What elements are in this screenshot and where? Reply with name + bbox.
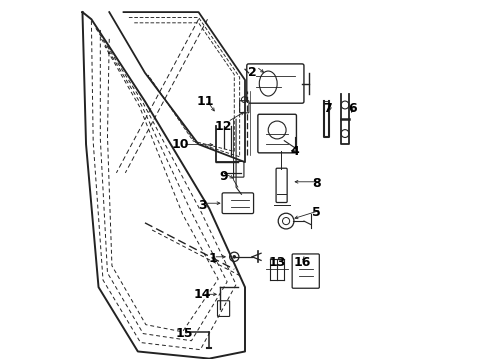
Text: 7: 7	[323, 102, 332, 115]
Text: 8: 8	[312, 177, 321, 190]
FancyBboxPatch shape	[234, 161, 244, 177]
Text: 5: 5	[312, 206, 321, 219]
FancyBboxPatch shape	[218, 301, 230, 316]
FancyBboxPatch shape	[222, 193, 253, 213]
FancyBboxPatch shape	[240, 101, 249, 113]
Text: 10: 10	[172, 138, 190, 151]
Ellipse shape	[259, 71, 277, 96]
Text: 3: 3	[198, 198, 206, 212]
Text: 11: 11	[197, 95, 215, 108]
FancyBboxPatch shape	[276, 168, 287, 203]
Text: 6: 6	[348, 102, 357, 115]
Text: 16: 16	[294, 256, 311, 269]
Text: 12: 12	[215, 120, 232, 133]
Circle shape	[232, 255, 236, 258]
Text: 2: 2	[248, 66, 257, 79]
FancyBboxPatch shape	[258, 114, 296, 153]
Text: 9: 9	[219, 170, 228, 183]
Text: 4: 4	[291, 145, 299, 158]
Text: 15: 15	[175, 327, 193, 340]
Text: 14: 14	[194, 288, 211, 301]
FancyBboxPatch shape	[292, 254, 319, 288]
Text: 1: 1	[208, 252, 217, 265]
Text: 13: 13	[269, 256, 286, 269]
FancyBboxPatch shape	[247, 64, 304, 103]
